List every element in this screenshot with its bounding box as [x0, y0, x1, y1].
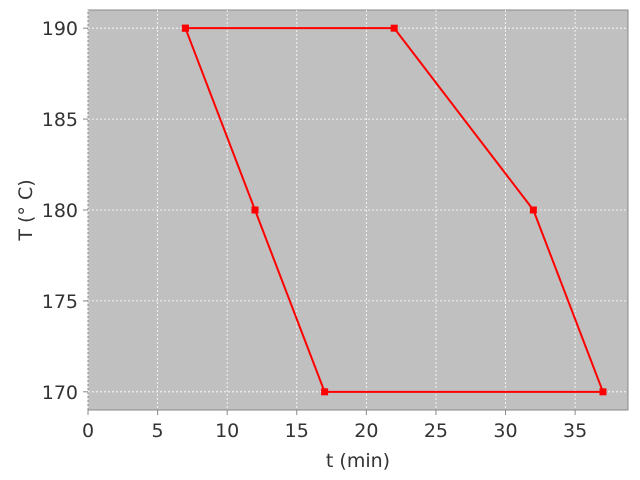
data-point: [390, 24, 398, 32]
y-tick-label: 190: [42, 18, 78, 40]
x-tick-label: 25: [424, 420, 448, 442]
y-tick-label: 180: [42, 200, 78, 222]
x-tick-label: 10: [215, 420, 239, 442]
data-point: [251, 206, 259, 214]
y-axis: 170 175 180 185 190: [42, 18, 88, 404]
series: [181, 24, 607, 396]
x-tick-label: 35: [563, 420, 587, 442]
x-axis: 0 5 10 15 20 25 30 35: [82, 410, 587, 442]
x-tick-label: 5: [152, 420, 164, 442]
y-axis-label: T (° C): [15, 179, 37, 241]
x-tick-label: 0: [82, 420, 94, 442]
x-tick-label: 15: [285, 420, 309, 442]
x-tick-label: 30: [493, 420, 517, 442]
y-tick-label: 185: [42, 109, 78, 131]
y-tick-label: 175: [42, 291, 78, 313]
data-point: [529, 206, 537, 214]
x-axis-label: t (min): [326, 450, 390, 472]
data-point: [599, 388, 607, 396]
data-point: [181, 24, 189, 32]
x-tick-label: 20: [354, 420, 378, 442]
y-tick-label: 170: [42, 382, 78, 404]
data-point: [321, 388, 329, 396]
